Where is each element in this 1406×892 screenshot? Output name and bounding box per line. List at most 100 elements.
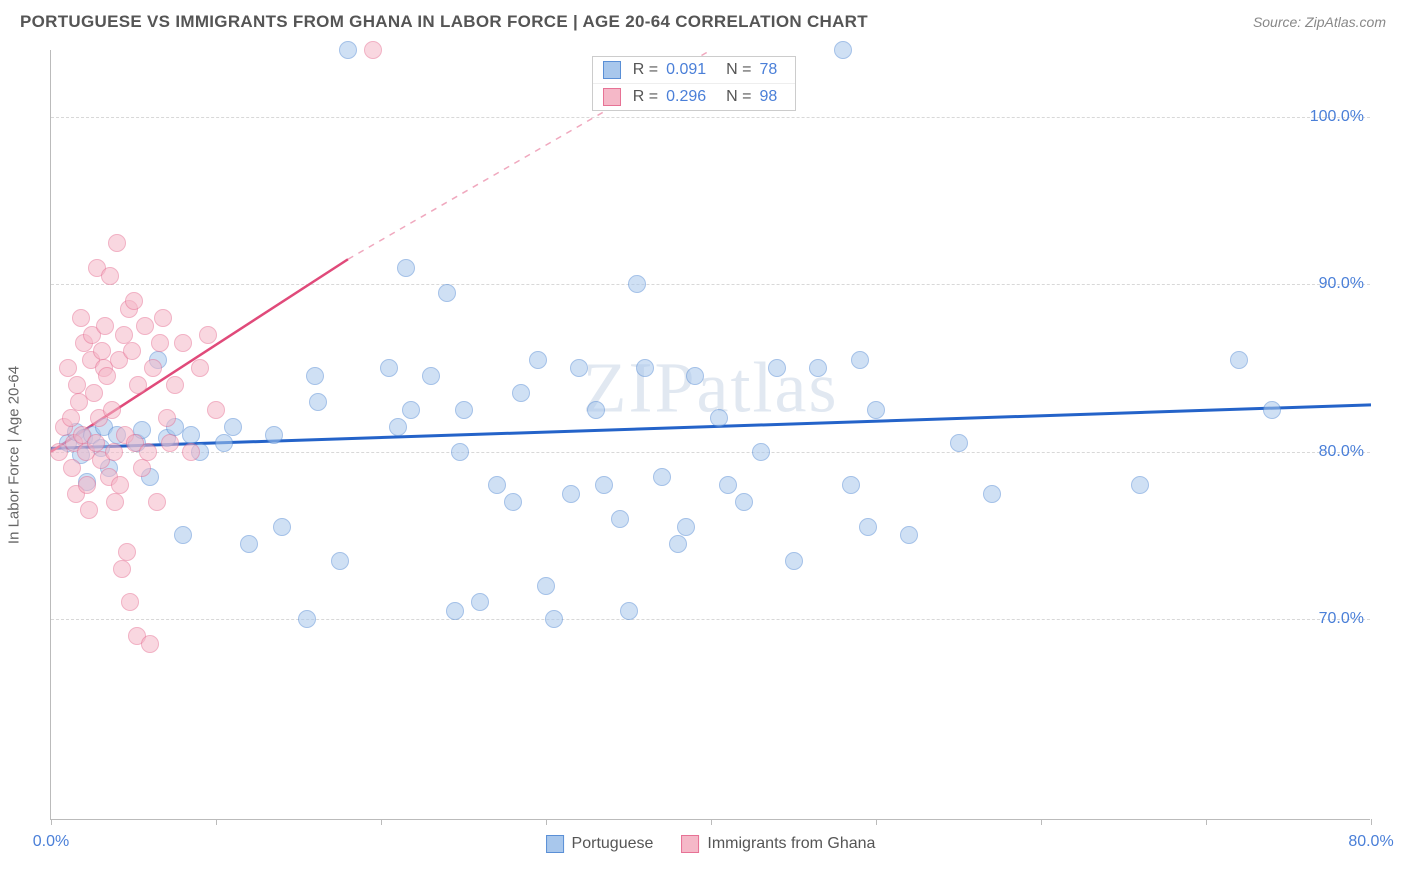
- x-tick: [51, 819, 52, 825]
- grid-line-h: [51, 117, 1370, 118]
- scatter-point: [331, 552, 349, 570]
- scatter-point: [669, 535, 687, 553]
- scatter-point: [174, 526, 192, 544]
- scatter-point: [182, 426, 200, 444]
- scatter-point: [118, 543, 136, 561]
- scatter-point: [595, 476, 613, 494]
- source-value: ZipAtlas.com: [1305, 14, 1386, 30]
- x-tick-label: 80.0%: [1348, 833, 1393, 851]
- scatter-point: [471, 593, 489, 611]
- scatter-point: [93, 342, 111, 360]
- scatter-point: [136, 317, 154, 335]
- scatter-point: [151, 334, 169, 352]
- scatter-point: [537, 577, 555, 595]
- scatter-point: [309, 393, 327, 411]
- y-tick-label: 90.0%: [1319, 275, 1364, 293]
- grid-line-h: [51, 619, 1370, 620]
- scatter-point: [115, 326, 133, 344]
- legend-swatch: [546, 835, 564, 853]
- scatter-point: [123, 342, 141, 360]
- y-axis-title: In Labor Force | Age 20-64: [6, 366, 23, 544]
- stat-r-value: 0.091: [666, 61, 706, 79]
- scatter-point: [364, 41, 382, 59]
- x-tick: [546, 819, 547, 825]
- scatter-point: [446, 602, 464, 620]
- x-tick: [1206, 819, 1207, 825]
- scatter-point: [174, 334, 192, 352]
- stats-swatch: [603, 88, 621, 106]
- x-tick-label: 0.0%: [33, 833, 69, 851]
- plot-area: ZIPatlas PortugueseImmigrants from Ghana…: [50, 50, 1370, 820]
- y-tick-label: 100.0%: [1310, 108, 1364, 126]
- x-tick: [216, 819, 217, 825]
- scatter-point: [148, 493, 166, 511]
- chart-header: PORTUGUESE VS IMMIGRANTS FROM GHANA IN L…: [0, 0, 1406, 40]
- chart-title: PORTUGUESE VS IMMIGRANTS FROM GHANA IN L…: [20, 12, 868, 32]
- scatter-point: [129, 376, 147, 394]
- stat-n-label: N =: [726, 61, 751, 79]
- scatter-point: [402, 401, 420, 419]
- scatter-point: [98, 367, 116, 385]
- chart-container: In Labor Force | Age 20-64 ZIPatlas Port…: [0, 40, 1406, 870]
- scatter-point: [628, 275, 646, 293]
- y-tick-label: 80.0%: [1319, 443, 1364, 461]
- scatter-point: [161, 434, 179, 452]
- stat-n-label: N =: [726, 88, 751, 106]
- scatter-point: [207, 401, 225, 419]
- scatter-point: [72, 309, 90, 327]
- source-attribution: Source: ZipAtlas.com: [1253, 14, 1386, 30]
- scatter-point: [85, 384, 103, 402]
- trend-line: [51, 405, 1371, 449]
- scatter-point: [719, 476, 737, 494]
- x-tick: [711, 819, 712, 825]
- scatter-point: [191, 359, 209, 377]
- scatter-point: [139, 443, 157, 461]
- scatter-point: [512, 384, 530, 402]
- scatter-point: [63, 459, 81, 477]
- scatter-point: [422, 367, 440, 385]
- scatter-point: [273, 518, 291, 536]
- scatter-point: [62, 409, 80, 427]
- scatter-point: [983, 485, 1001, 503]
- x-tick: [1371, 819, 1372, 825]
- scatter-point: [488, 476, 506, 494]
- scatter-point: [96, 317, 114, 335]
- scatter-point: [80, 501, 98, 519]
- scatter-point: [677, 518, 695, 536]
- scatter-point: [106, 493, 124, 511]
- scatter-point: [59, 359, 77, 377]
- scatter-point: [298, 610, 316, 628]
- scatter-point: [1263, 401, 1281, 419]
- scatter-point: [240, 535, 258, 553]
- scatter-point: [438, 284, 456, 302]
- scatter-point: [842, 476, 860, 494]
- x-tick: [876, 819, 877, 825]
- stat-r-value: 0.296: [666, 88, 706, 106]
- legend-item: Immigrants from Ghana: [681, 835, 875, 853]
- scatter-point: [455, 401, 473, 419]
- scatter-point: [752, 443, 770, 461]
- scatter-point: [611, 510, 629, 528]
- scatter-point: [545, 610, 563, 628]
- stat-r-label: R =: [633, 61, 658, 79]
- scatter-point: [111, 476, 129, 494]
- scatter-point: [199, 326, 217, 344]
- stats-swatch: [603, 61, 621, 79]
- scatter-point: [900, 526, 918, 544]
- scatter-point: [859, 518, 877, 536]
- scatter-point: [686, 367, 704, 385]
- scatter-point: [125, 292, 143, 310]
- scatter-point: [113, 560, 131, 578]
- x-tick: [1041, 819, 1042, 825]
- scatter-point: [182, 443, 200, 461]
- scatter-point: [141, 635, 159, 653]
- legend-label: Portuguese: [572, 835, 654, 853]
- scatter-point: [710, 409, 728, 427]
- stat-r-label: R =: [633, 88, 658, 106]
- series-legend: Portuguese Immigrants from Ghana: [546, 835, 876, 853]
- stats-box: R =0.091N =78R =0.296N =98: [592, 56, 797, 111]
- scatter-point: [851, 351, 869, 369]
- scatter-point: [154, 309, 172, 327]
- scatter-point: [87, 434, 105, 452]
- scatter-point: [587, 401, 605, 419]
